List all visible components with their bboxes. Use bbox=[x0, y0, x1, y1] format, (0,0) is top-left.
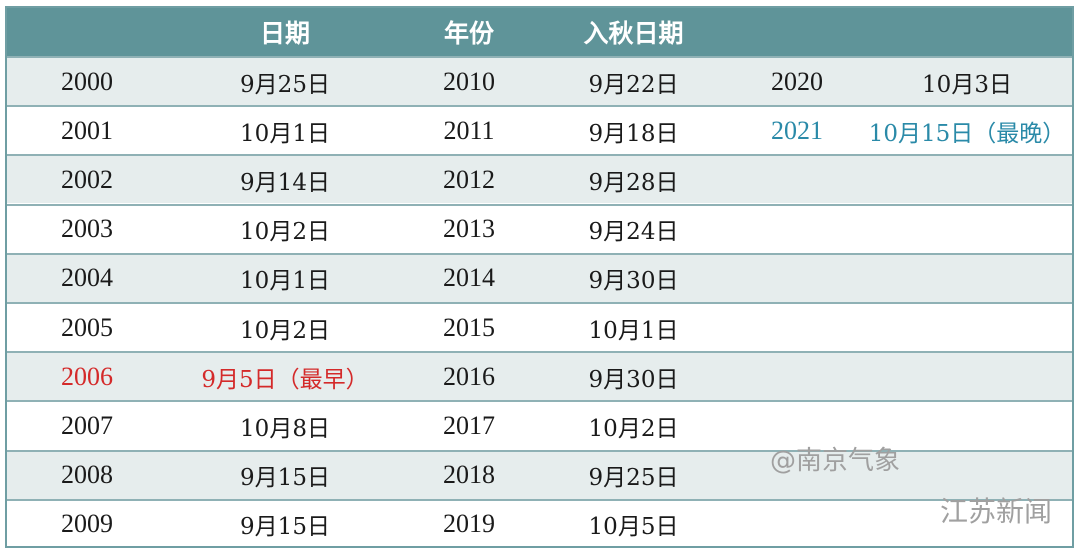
header-cell: 日期 bbox=[259, 19, 310, 48]
table-row: 2007 10月8日 2017 10月2日 bbox=[7, 400, 1072, 449]
year-cell: 2008 bbox=[61, 460, 113, 490]
year-cell: 2003 bbox=[61, 214, 113, 244]
date-cell: 9月28日 bbox=[588, 169, 679, 196]
year-cell: 2017 bbox=[443, 410, 495, 440]
table-row: 2004 10月1日 2014 9月30日 bbox=[7, 252, 1072, 302]
table-row: 2005 10月2日 2015 10月1日 bbox=[7, 302, 1072, 351]
date-cell: 10月1日 bbox=[588, 317, 679, 344]
year-cell: 2004 bbox=[61, 263, 113, 293]
year-cell: 2011 bbox=[443, 115, 495, 145]
year-cell bbox=[732, 304, 862, 351]
year-cell bbox=[732, 206, 862, 253]
year-cell: 2010 bbox=[443, 66, 495, 96]
autumn-start-dates-table: 日期 年份 入秋日期 2000 9月25日 2010 9月22日 2020 10月3日 2001… bbox=[5, 6, 1074, 548]
header-cell bbox=[732, 8, 862, 56]
table-header: 日期 年份 入秋日期 bbox=[7, 8, 1072, 56]
table-row: 2006 9月5日（最早） 2016 9月30日 bbox=[7, 351, 1072, 401]
date-cell bbox=[862, 255, 1072, 302]
table-row: 2003 10月2日 2013 9月24日 bbox=[7, 203, 1072, 253]
year-cell bbox=[732, 353, 862, 400]
year-cell: 2000 bbox=[61, 66, 113, 96]
year-cell: 2005 bbox=[61, 312, 113, 342]
date-cell: 10月15日（最晚） bbox=[868, 120, 1066, 147]
year-cell: 2015 bbox=[443, 312, 495, 342]
date-cell: 9月5日（最早） bbox=[201, 366, 369, 393]
year-cell: 2007 bbox=[61, 410, 113, 440]
date-cell: 9月30日 bbox=[588, 268, 679, 295]
date-cell: 10月2日 bbox=[588, 415, 679, 442]
date-cell: 10月2日 bbox=[240, 317, 330, 344]
date-cell: 10月5日 bbox=[588, 514, 679, 541]
date-cell: 10月8日 bbox=[240, 415, 330, 442]
date-cell: 9月24日 bbox=[588, 219, 679, 246]
date-cell: 9月22日 bbox=[588, 71, 679, 98]
year-cell: 2018 bbox=[443, 460, 495, 490]
date-cell bbox=[862, 353, 1072, 400]
date-cell: 10月1日 bbox=[240, 120, 330, 147]
header-cell bbox=[7, 8, 167, 56]
year-cell: 2020 bbox=[771, 66, 823, 96]
date-cell: 9月18日 bbox=[588, 120, 679, 147]
date-cell bbox=[862, 156, 1072, 203]
table-row: 2009 9月15日 2019 10月5日 bbox=[7, 498, 1072, 548]
year-cell: 2012 bbox=[443, 164, 495, 194]
year-cell: 2021 bbox=[771, 115, 823, 145]
date-cell: 9月25日 bbox=[588, 465, 679, 492]
year-cell: 2001 bbox=[61, 115, 113, 145]
year-cell: 2016 bbox=[443, 361, 495, 391]
year-cell bbox=[732, 501, 862, 548]
wechat-watermark: 江苏新闻 bbox=[940, 495, 1053, 528]
year-cell: 2019 bbox=[443, 509, 495, 539]
date-cell: 9月14日 bbox=[240, 169, 330, 196]
year-cell: 2013 bbox=[443, 214, 495, 244]
table-row: 2002 9月14日 2012 9月28日 bbox=[7, 154, 1072, 204]
date-cell: 9月15日 bbox=[240, 514, 330, 541]
date-cell bbox=[862, 304, 1072, 351]
header-cell: 入秋日期 bbox=[583, 19, 684, 48]
table-row: 2000 9月25日 2010 9月22日 2020 10月3日 bbox=[7, 56, 1072, 105]
year-cell: 2006 bbox=[61, 361, 113, 391]
header-cell bbox=[862, 8, 1072, 56]
date-cell: 10月2日 bbox=[240, 219, 330, 246]
table-row: 2008 9月15日 2018 9月25日 bbox=[7, 449, 1072, 499]
weibo-watermark: @南京气象 bbox=[770, 446, 901, 476]
date-cell: 10月3日 bbox=[922, 71, 1012, 98]
year-cell: 2002 bbox=[61, 164, 113, 194]
date-cell: 9月25日 bbox=[240, 71, 330, 98]
table-row: 2001 10月1日 2011 9月18日 2021 10月15日（最晚） bbox=[7, 105, 1072, 154]
year-cell: 2009 bbox=[61, 509, 113, 539]
header-cell: 年份 bbox=[443, 19, 494, 48]
year-cell bbox=[732, 255, 862, 302]
year-cell bbox=[732, 156, 862, 203]
year-cell: 2014 bbox=[443, 263, 495, 293]
date-cell: 9月15日 bbox=[240, 465, 330, 492]
date-cell bbox=[862, 206, 1072, 253]
date-cell: 9月30日 bbox=[588, 366, 679, 393]
date-cell: 10月1日 bbox=[240, 268, 330, 295]
